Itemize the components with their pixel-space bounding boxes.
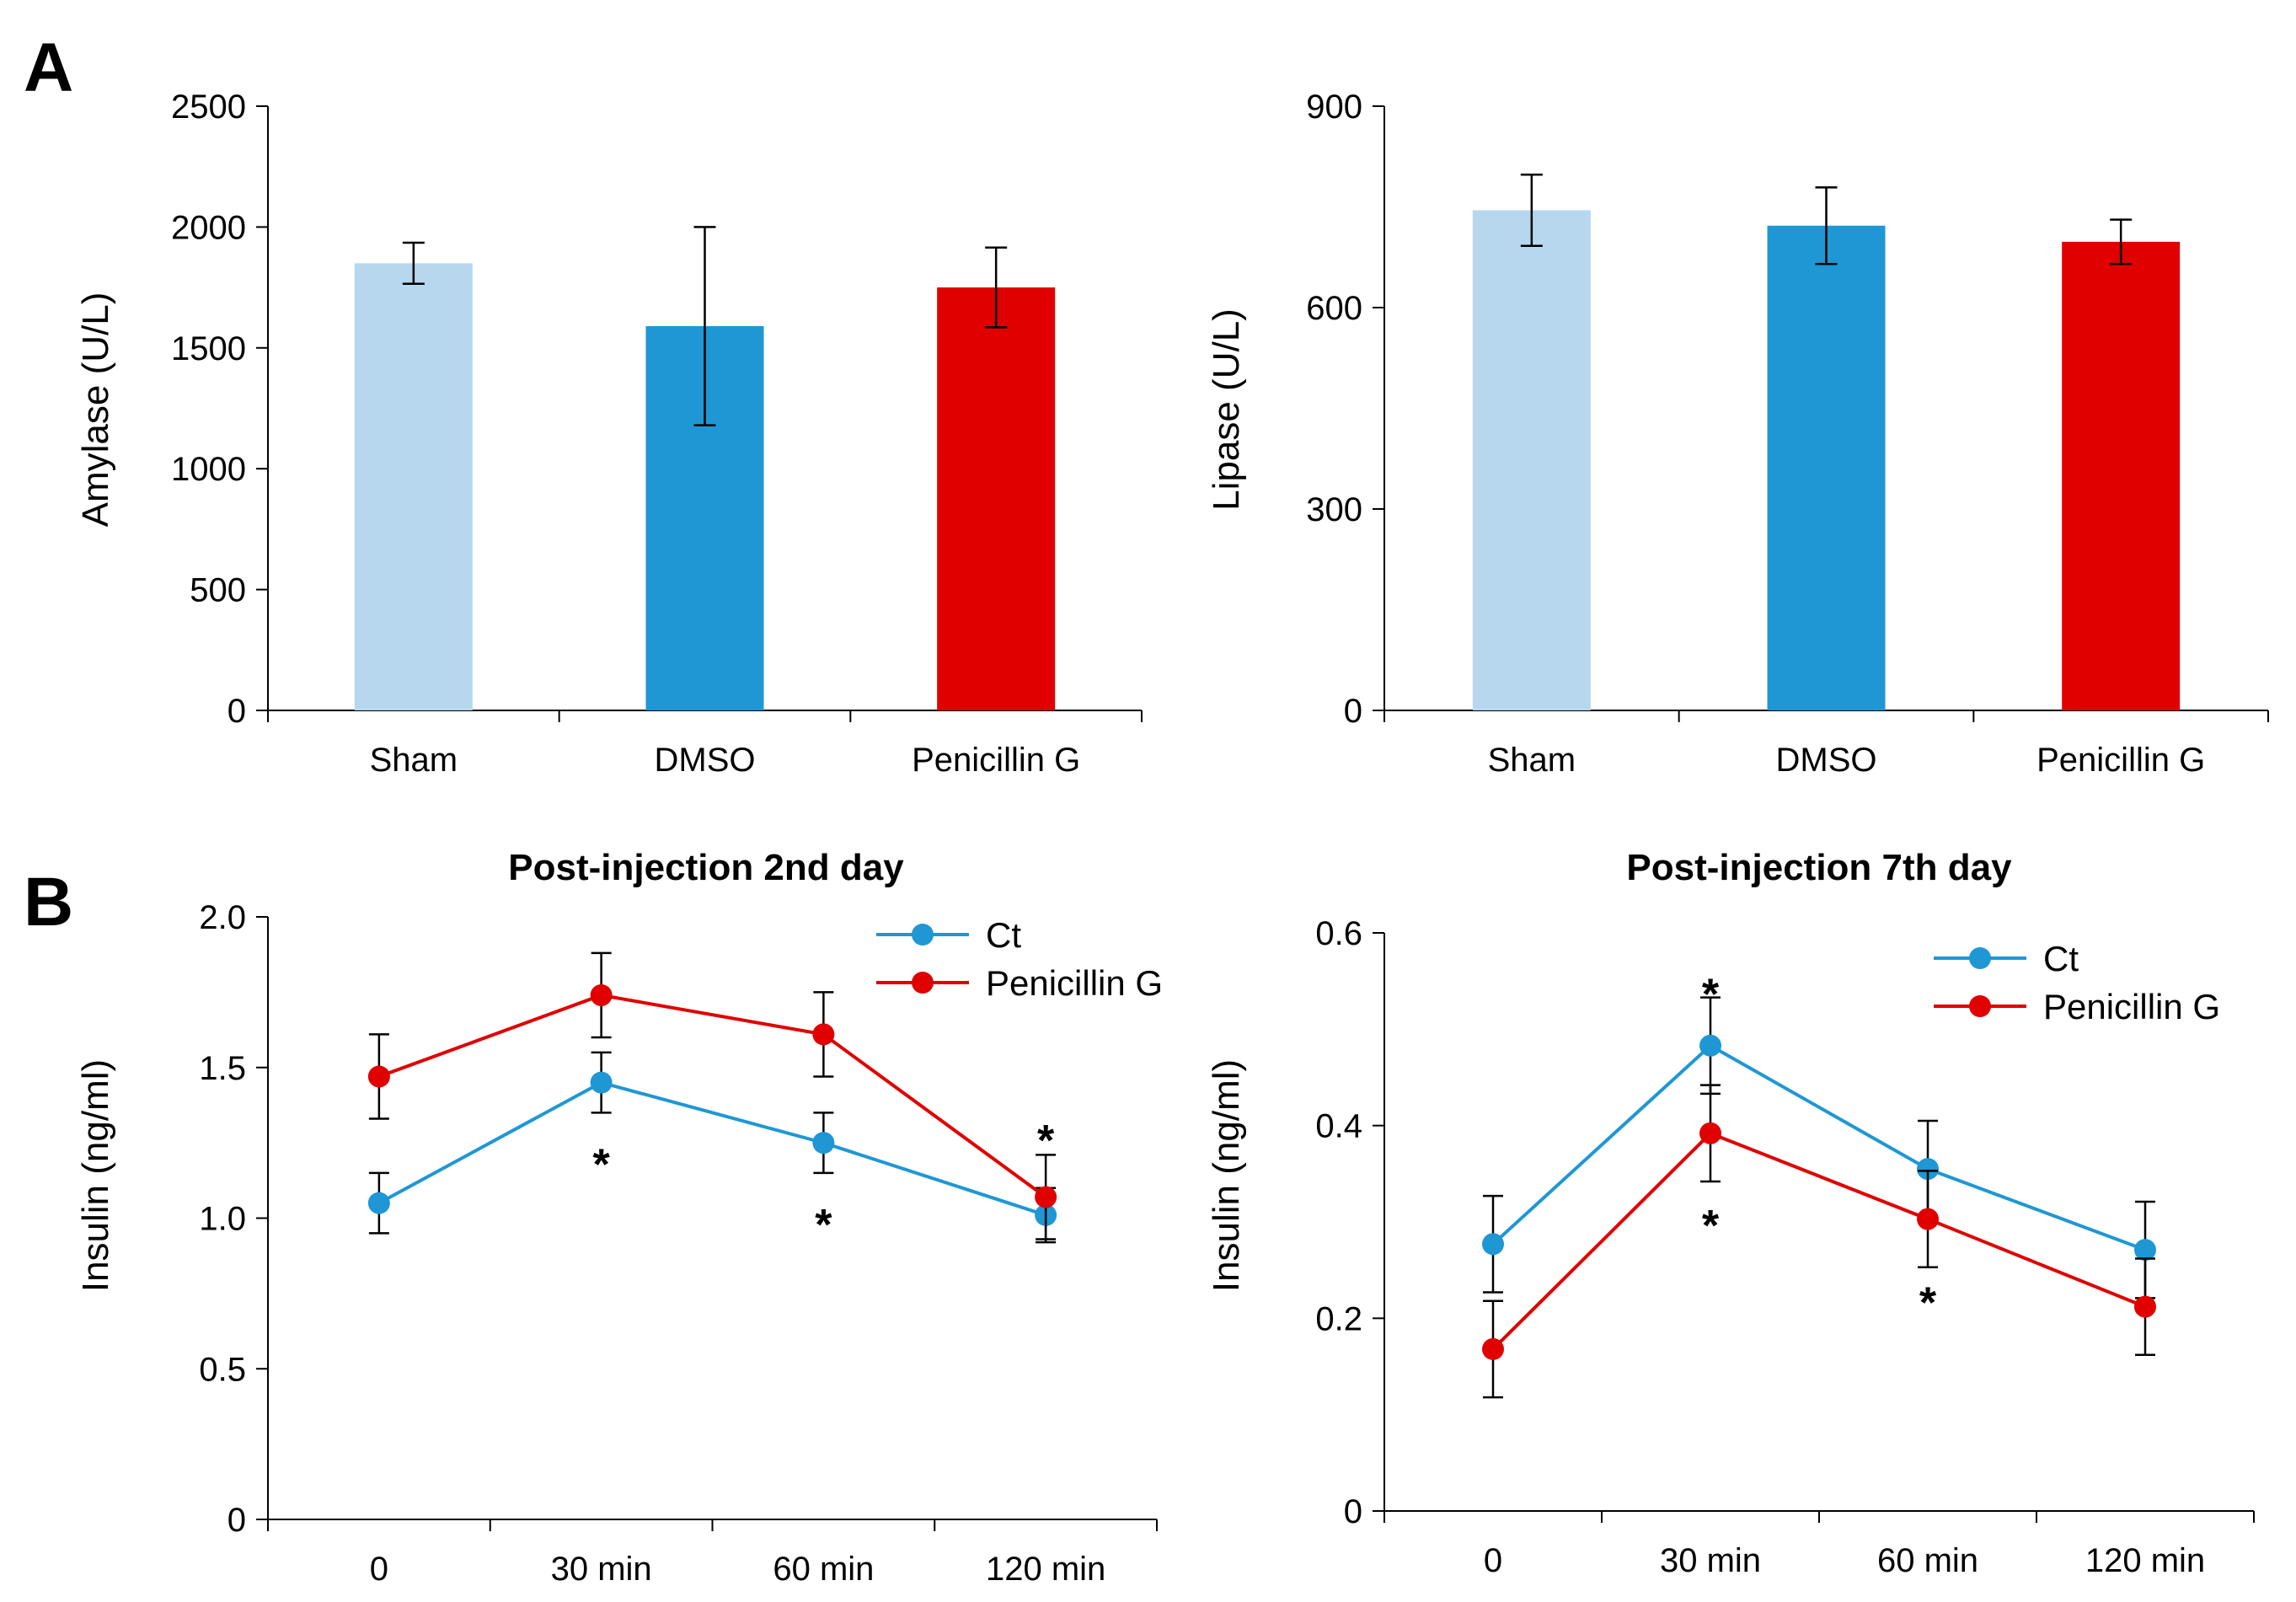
day7-data-point bbox=[1482, 1233, 1504, 1256]
day2-series-line bbox=[378, 993, 1047, 1199]
day2-legend-label: Ct bbox=[986, 915, 1021, 955]
day2-legend-marker bbox=[912, 924, 934, 946]
day2-significance-star: * bbox=[1037, 1117, 1055, 1165]
panel-label-a: A bbox=[24, 29, 73, 106]
day7-legend-label: Ct bbox=[2043, 939, 2079, 978]
panel-label-b: B bbox=[24, 864, 73, 940]
day2-y-tick-label: 0 bbox=[227, 1502, 246, 1539]
lipase-y-tick-label: 900 bbox=[1306, 88, 1362, 126]
day2-data-point bbox=[812, 1132, 835, 1155]
day7-data-point bbox=[1917, 1158, 1939, 1181]
amylase-y-tick-label: 0 bbox=[227, 693, 246, 730]
day7-significance-star: * bbox=[1702, 1202, 1720, 1251]
day2-series-line bbox=[377, 1080, 1046, 1217]
day2-x-tick-label: 0 bbox=[370, 1551, 388, 1588]
day7-y-axis-label: Insulin (ng/ml) bbox=[1206, 1059, 1247, 1292]
day2-y-tick-label: 1.5 bbox=[199, 1050, 246, 1087]
day7-chart-title: Post-injection 7th day bbox=[1626, 847, 2012, 888]
amylase-x-tick-label: DMSO bbox=[655, 742, 756, 779]
day2-y-tick-label: 0.5 bbox=[199, 1351, 246, 1388]
lipase-y-tick-label: 600 bbox=[1306, 290, 1362, 327]
day2-data-point bbox=[367, 1065, 390, 1088]
amylase-bar bbox=[354, 263, 473, 710]
day7-legend-label: Penicillin G bbox=[2043, 987, 2220, 1026]
day7-x-tick-label: 60 min bbox=[1877, 1542, 1978, 1579]
amylase-y-axis-label: Amylase (U/L) bbox=[75, 292, 116, 528]
day7-series-line bbox=[1491, 1131, 2146, 1351]
amylase-y-tick-label: 2000 bbox=[171, 209, 246, 246]
lipase-y-tick-label: 300 bbox=[1306, 491, 1362, 528]
day7-data-point bbox=[1699, 1034, 1721, 1057]
amylase-y-tick-label: 1000 bbox=[171, 451, 246, 488]
amylase-y-tick-label: 500 bbox=[190, 572, 246, 609]
day2-y-tick-label: 1.0 bbox=[199, 1201, 246, 1238]
day7-y-tick-label: 0.4 bbox=[1315, 1108, 1362, 1145]
lipase-x-tick-label: Sham bbox=[1488, 742, 1576, 779]
day7-x-tick-label: 120 min bbox=[2085, 1542, 2205, 1579]
amylase-y-tick-label: 2500 bbox=[171, 88, 246, 126]
day2-y-axis-label: Insulin (ng/ml) bbox=[75, 1059, 116, 1292]
lipase-bar bbox=[2062, 241, 2181, 711]
day7-y-tick-label: 0 bbox=[1344, 1493, 1362, 1530]
day2-data-point bbox=[590, 1071, 613, 1094]
lipase-x-tick-label: Penicillin G bbox=[2036, 742, 2205, 779]
day7-legend-marker bbox=[1969, 995, 1991, 1017]
amylase-bar-chart: Amylase (U/L) 0 500 1000 1500 2000 2500 Sham DM… bbox=[75, 88, 1143, 779]
lipase-bar bbox=[1767, 225, 1886, 711]
day7-data-point bbox=[1482, 1337, 1504, 1360]
day7-significance-star: * bbox=[1919, 1278, 1937, 1327]
day7-legend-marker bbox=[1969, 947, 1991, 969]
day2-chart-title: Post-injection 2nd day bbox=[508, 847, 904, 888]
lipase-bar bbox=[1472, 210, 1591, 710]
day2-legend-label: Penicillin G bbox=[986, 963, 1163, 1003]
day7-series-line bbox=[1491, 1043, 2146, 1252]
day2-data-point bbox=[812, 1023, 835, 1046]
lipase-y-axis-label: Lipase (U/L) bbox=[1206, 308, 1247, 511]
lipase-bar-chart: Lipase (U/L) 0 300 600 900 Sham DMSO Penicilli… bbox=[1206, 88, 2269, 779]
day7-y-tick-label: 0.2 bbox=[1315, 1300, 1362, 1337]
insulin-day2-line-chart: Post-injection 2nd day Insulin (ng/ml) 0… bbox=[75, 847, 1163, 1588]
day2-data-point bbox=[1035, 1186, 1057, 1208]
insulin-day7-line-chart: Post-injection 7th day Insulin (ng/ml) 0… bbox=[1206, 847, 2255, 1579]
amylase-y-tick-label: 1500 bbox=[171, 330, 246, 367]
day7-data-point bbox=[1699, 1122, 1721, 1144]
lipase-y-tick-label: 0 bbox=[1344, 693, 1362, 730]
day7-data-point bbox=[2134, 1295, 2156, 1318]
day2-significance-star: * bbox=[815, 1201, 832, 1250]
day7-significance-star: * bbox=[1702, 971, 1720, 1020]
day2-x-tick-label: 30 min bbox=[551, 1551, 652, 1588]
day7-data-point bbox=[1917, 1208, 1939, 1230]
day2-data-point bbox=[590, 983, 613, 1006]
amylase-bar bbox=[937, 287, 1056, 710]
day2-data-point bbox=[367, 1192, 390, 1214]
day7-x-tick-label: 30 min bbox=[1660, 1542, 1761, 1579]
day7-y-tick-label: 0.6 bbox=[1315, 915, 1362, 952]
day2-legend-marker bbox=[912, 972, 934, 994]
amylase-x-tick-label: Penicillin G bbox=[912, 742, 1080, 779]
day2-y-tick-label: 2.0 bbox=[199, 899, 246, 936]
day7-data-point bbox=[2134, 1239, 2156, 1262]
day7-x-tick-label: 0 bbox=[1484, 1542, 1502, 1579]
day2-significance-star: * bbox=[593, 1141, 611, 1190]
amylase-x-tick-label: Sham bbox=[370, 742, 458, 779]
day2-x-tick-label: 120 min bbox=[986, 1551, 1105, 1588]
day2-x-tick-label: 60 min bbox=[773, 1551, 874, 1588]
lipase-x-tick-label: DMSO bbox=[1776, 742, 1877, 779]
